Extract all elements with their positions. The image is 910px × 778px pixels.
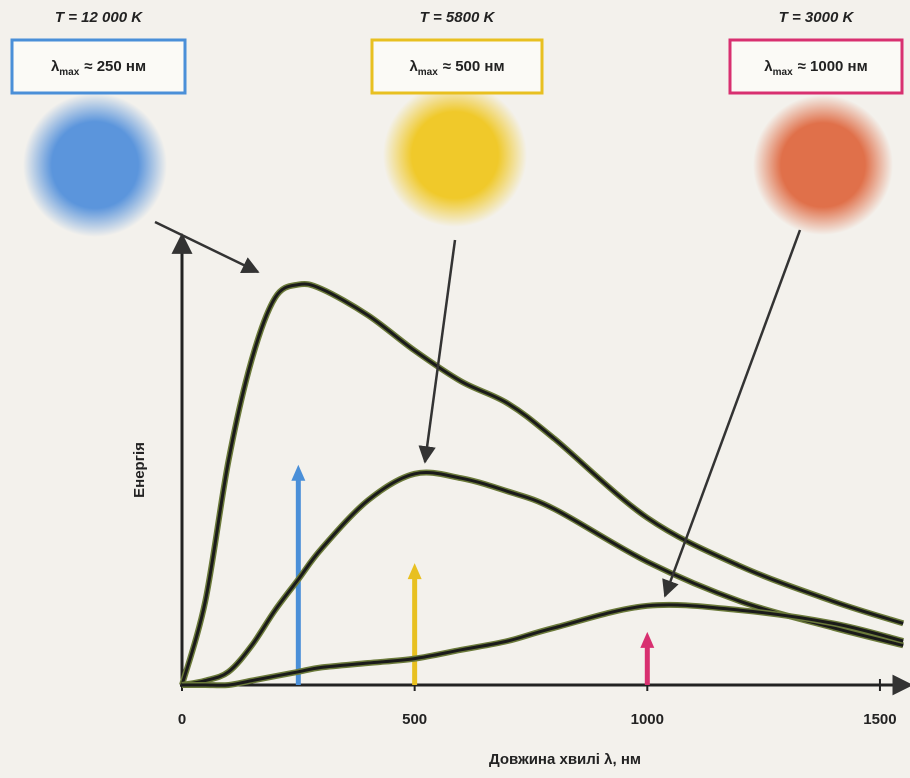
x-tick-label: 1500 — [863, 711, 896, 728]
subscript: max — [59, 67, 79, 78]
legend-box — [728, 38, 904, 95]
lambda-max-arrowhead — [291, 464, 306, 481]
curve — [181, 603, 904, 687]
lambda-max-arrowhead — [640, 631, 655, 648]
lambda-value: ≈ 500 нм — [443, 58, 505, 75]
lambda-label: λmax ≈ 500 нм — [409, 58, 504, 78]
lambda: λ — [51, 58, 60, 75]
x-tick-label: 500 — [402, 711, 427, 728]
series-name: T = 3000 K — [779, 9, 855, 26]
curve-outline — [179, 280, 905, 686]
curve — [180, 282, 904, 686]
lambda: λ — [409, 58, 418, 75]
x-tick-label: 1000 — [631, 711, 664, 728]
lambda-max-arrowhead — [407, 563, 422, 580]
x-tick-label: 0 — [178, 711, 186, 728]
y-axis-label: Енергія — [131, 442, 148, 498]
series-name: T = 12 000 K — [55, 9, 143, 26]
lambda-value: ≈ 1000 нм — [798, 58, 868, 75]
series-name: T = 5800 K — [420, 9, 496, 26]
pointer-arrow — [154, 220, 260, 274]
star-yellow — [383, 83, 527, 227]
lambda-label: λmax ≈ 250 нм — [51, 58, 146, 78]
legend-box — [10, 38, 187, 95]
subscript: max — [418, 67, 438, 78]
pointer-arrow — [418, 239, 457, 464]
lambda-value: ≈ 250 нм — [84, 58, 146, 75]
plot — [171, 232, 910, 696]
lambda-label: λmax ≈ 1000 нм — [764, 58, 867, 78]
x-axis-label: Довжина хвилі λ, нм — [489, 751, 641, 768]
star-blue — [23, 93, 167, 237]
pointer-arrow — [662, 229, 802, 598]
star-orange — [753, 95, 893, 235]
lambda: λ — [764, 58, 773, 75]
legend-box — [370, 38, 544, 95]
curve — [181, 471, 904, 687]
subscript: max — [773, 67, 793, 78]
